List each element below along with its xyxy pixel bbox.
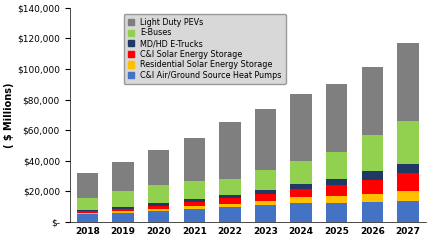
Bar	[362, 202, 383, 222]
Bar	[77, 198, 98, 210]
Bar	[362, 194, 383, 202]
Bar	[291, 203, 312, 222]
Bar	[255, 205, 276, 222]
Bar	[397, 191, 419, 201]
Bar	[326, 203, 347, 222]
Bar	[326, 196, 347, 203]
Bar	[148, 185, 169, 203]
Bar	[112, 162, 134, 191]
Bar	[397, 201, 419, 222]
Bar	[184, 206, 205, 209]
Bar	[255, 201, 276, 205]
Bar	[291, 161, 312, 184]
Bar	[148, 211, 169, 222]
Bar	[219, 198, 241, 204]
Bar	[326, 151, 347, 179]
Bar	[397, 43, 419, 121]
Bar	[77, 213, 98, 214]
Bar	[112, 191, 134, 207]
Bar	[77, 214, 98, 222]
Bar	[291, 184, 312, 189]
Bar	[77, 211, 98, 213]
Bar	[184, 138, 205, 181]
Bar	[255, 194, 276, 201]
Bar	[255, 190, 276, 194]
Bar	[112, 213, 134, 222]
Bar	[255, 109, 276, 170]
Bar	[397, 173, 419, 191]
Bar	[112, 207, 134, 209]
Bar	[219, 196, 241, 198]
Bar	[112, 211, 134, 213]
Bar	[77, 173, 98, 198]
Legend: Light Duty PEVs, E-Buses, MD/HD E-Trucks, C&I Solar Energy Storage, Residential : Light Duty PEVs, E-Buses, MD/HD E-Trucks…	[123, 14, 286, 84]
Bar	[219, 179, 241, 196]
Bar	[397, 121, 419, 164]
Bar	[148, 206, 169, 209]
Bar	[291, 189, 312, 198]
Bar	[326, 185, 347, 196]
Y-axis label: ( $ Millions): ( $ Millions)	[4, 82, 14, 148]
Bar	[184, 209, 205, 222]
Bar	[184, 199, 205, 202]
Bar	[397, 164, 419, 173]
Bar	[219, 207, 241, 222]
Bar	[184, 202, 205, 206]
Bar	[291, 198, 312, 203]
Bar	[219, 204, 241, 207]
Bar	[326, 179, 347, 185]
Bar	[255, 170, 276, 190]
Bar	[148, 209, 169, 211]
Bar	[326, 84, 347, 151]
Bar	[362, 180, 383, 194]
Bar	[362, 171, 383, 180]
Bar	[362, 135, 383, 171]
Bar	[184, 181, 205, 199]
Bar	[362, 67, 383, 135]
Bar	[219, 122, 241, 179]
Bar	[148, 150, 169, 185]
Bar	[148, 203, 169, 206]
Bar	[112, 209, 134, 211]
Bar	[77, 210, 98, 211]
Bar	[291, 94, 312, 161]
